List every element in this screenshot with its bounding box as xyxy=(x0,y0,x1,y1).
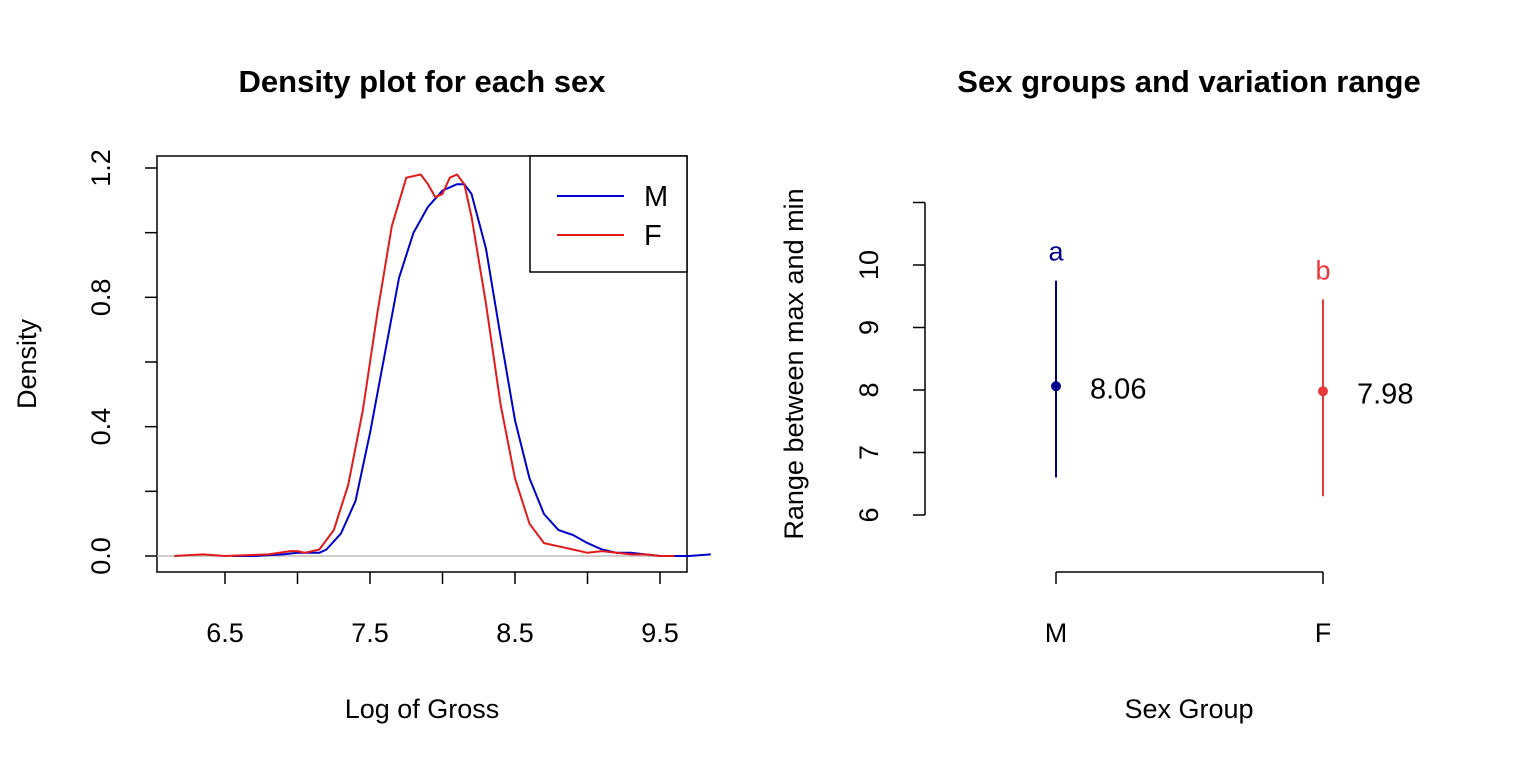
legend-label-female: F xyxy=(644,220,662,252)
mean-label-f: 7.98 xyxy=(1357,378,1413,410)
y-tick-label: 0.4 xyxy=(86,408,116,446)
legend-label-male: M xyxy=(644,181,668,213)
group-letter-f: b xyxy=(1315,255,1330,285)
density-plot-x-label: Log of Gross xyxy=(345,694,500,724)
sex-groups-title: Sex groups and variation range xyxy=(957,64,1420,99)
density-plot-y-axis: 0.0 0.4 0.8 1.2 xyxy=(86,149,157,575)
mean-label-m: 8.06 xyxy=(1090,373,1146,405)
y-tick-label: 10 xyxy=(854,250,884,280)
group-letter-m: a xyxy=(1048,237,1064,267)
sex-groups-y-axis: 6 7 8 9 10 xyxy=(854,201,926,523)
x-tick-label-m: M xyxy=(1045,618,1068,648)
sex-groups-x-label: Sex Group xyxy=(1124,694,1253,724)
y-tick-label: 6 xyxy=(854,507,884,522)
y-tick-label: 9 xyxy=(854,320,884,335)
density-plot-title: Density plot for each sex xyxy=(239,64,607,99)
mean-point-m xyxy=(1051,381,1061,392)
y-tick-label: 8 xyxy=(854,382,884,397)
sex-groups-panel: Sex groups and variation range Sex Group… xyxy=(779,64,1421,724)
x-tick-label-f: F xyxy=(1315,618,1332,648)
x-tick-label: 9.5 xyxy=(641,618,679,648)
density-plot-area-frame xyxy=(156,155,688,573)
x-tick-label: 8.5 xyxy=(496,618,534,648)
density-plot-series xyxy=(174,173,711,557)
density-line-f xyxy=(174,173,675,557)
sex-groups-y-label: Range between max and min xyxy=(779,188,809,539)
legend-box xyxy=(529,155,688,273)
y-tick-label: 1.2 xyxy=(86,149,116,187)
sex-groups-marks: 8.06 a 7.98 b xyxy=(1048,237,1413,497)
y-tick-label: 0.8 xyxy=(86,279,116,317)
density-plot-y-label: Density xyxy=(12,318,42,409)
x-tick-label: 7.5 xyxy=(351,618,389,648)
x-tick-label: 6.5 xyxy=(206,618,244,648)
density-plot-panel: Density plot for each sex Log of Gross D… xyxy=(12,64,711,724)
y-tick-label: 0.0 xyxy=(86,537,116,575)
density-plot-legend: M F xyxy=(529,155,688,273)
mean-point-f xyxy=(1318,386,1328,397)
y-tick-label: 7 xyxy=(854,445,884,460)
density-plot-x-axis: 6.5 7.5 8.5 9.5 xyxy=(206,572,679,648)
